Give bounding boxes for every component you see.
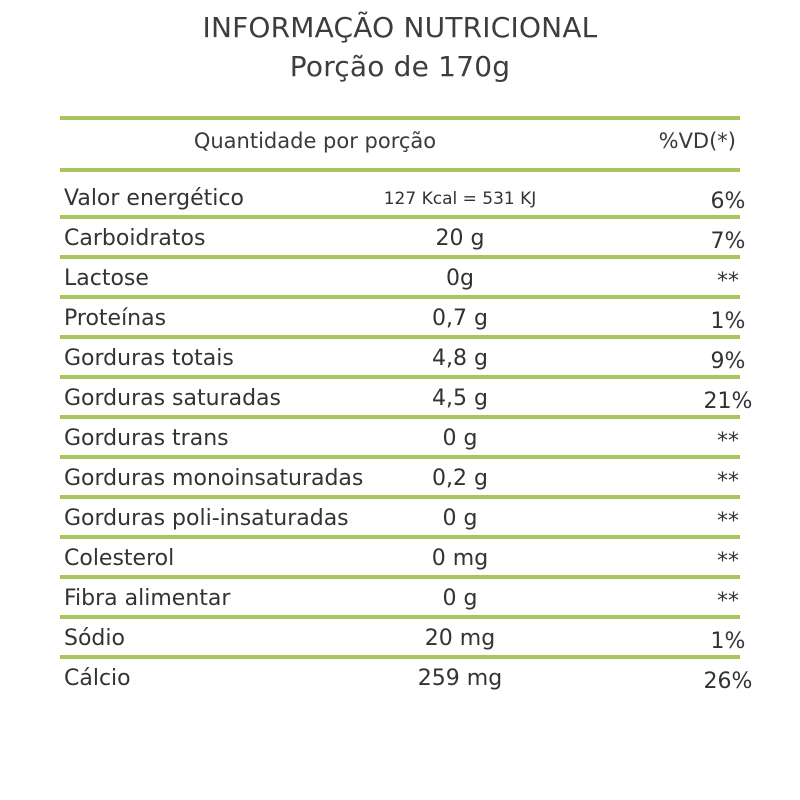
table-row: Cálcio 259 mg 26% (60, 659, 752, 695)
table-row: Colesterol 0 mg ** (60, 539, 740, 575)
nutrient-daily-value: 26% (703, 669, 753, 694)
row-divider (60, 535, 740, 539)
nutrient-amount: 0 mg (431, 546, 489, 571)
nutrient-amount: 20 mg (424, 626, 496, 651)
row-divider (60, 655, 740, 659)
nutrient-amount: 4,8 g (432, 346, 488, 371)
row-divider (60, 615, 740, 619)
nutrient-daily-value: 7% (710, 229, 746, 254)
serving-size: Porção de 170g (289, 50, 511, 83)
row-divider (60, 495, 740, 499)
table-row: Proteínas 0,7 g 1% (60, 299, 745, 335)
table-row: Gorduras saturadas 4,5 g 21% (60, 379, 752, 415)
nutrient-amount: 259 mg (417, 666, 503, 691)
nutrient-name: Cálcio (64, 666, 131, 691)
nutrient-name: Gorduras saturadas (64, 386, 282, 411)
row-divider (60, 295, 740, 299)
nutrient-name: Gorduras totais (64, 346, 234, 371)
table-row: Lactose 0g ** (60, 259, 740, 295)
nutrition-title: INFORMAÇÃO NUTRICIONAL (202, 11, 598, 44)
nutrient-name: Fibra alimentar (64, 586, 231, 611)
nutrient-name: Gorduras monoinsaturadas (64, 466, 364, 491)
nutrient-amount: 20 g (435, 226, 485, 251)
nutrient-name: Valor energético (64, 186, 244, 211)
nutrient-name: Proteínas (64, 306, 167, 331)
header-bottom-rule (60, 168, 740, 172)
nutrient-amount: 0 g (442, 506, 478, 531)
nutrient-amount: 127 Kcal = 531 KJ (383, 189, 537, 209)
table-row: Gorduras totais 4,8 g 9% (60, 339, 745, 375)
nutrient-amount: 0 g (442, 586, 478, 611)
table-row: Carboidratos 20 g 7% (60, 219, 745, 255)
row-divider (60, 575, 740, 579)
nutrient-daily-value: ** (717, 429, 739, 454)
nutrient-daily-value: ** (717, 469, 739, 494)
table-row: Fibra alimentar 0 g ** (60, 579, 740, 615)
table-header: Quantidade por porção %VD(*) (60, 120, 740, 168)
nutrient-daily-value: ** (717, 549, 739, 574)
nutrient-amount: 4,5 g (432, 386, 488, 411)
nutrient-daily-value: 1% (710, 629, 746, 654)
table-row: Gorduras poli-insaturadas 0 g ** (60, 499, 740, 535)
table-top-rule (60, 116, 740, 120)
nutrient-amount: 0,7 g (432, 306, 488, 331)
nutrient-name: Lactose (64, 266, 149, 291)
nutrient-name: Gorduras poli-insaturadas (64, 506, 349, 531)
nutrient-name: Colesterol (64, 546, 175, 571)
nutrient-amount: 0,2 g (432, 466, 488, 491)
row-divider (60, 215, 740, 219)
row-divider (60, 375, 740, 379)
nutrient-daily-value: 1% (710, 309, 746, 334)
nutrient-amount: 0g (446, 266, 474, 291)
nutrient-name: Gorduras trans (64, 426, 229, 451)
row-divider (60, 455, 740, 459)
nutrient-daily-value: 9% (710, 349, 746, 374)
row-divider (60, 335, 740, 339)
nutrient-daily-value: ** (717, 589, 739, 614)
row-divider (60, 415, 740, 419)
table-row: Gorduras monoinsaturadas 0,2 g ** (60, 459, 740, 495)
nutrient-amount: 0 g (442, 426, 478, 451)
table-row: Valor energético 127 Kcal = 531 KJ 6% (60, 179, 745, 215)
nutrient-name: Carboidratos (64, 226, 206, 251)
table-row: Gorduras trans 0 g ** (60, 419, 740, 455)
nutrient-daily-value: 6% (710, 189, 746, 214)
nutrient-daily-value: ** (717, 509, 739, 534)
header-quantity: Quantidade por porção (193, 129, 437, 153)
nutrient-daily-value: ** (717, 269, 739, 294)
nutrient-name: Sódio (64, 626, 125, 651)
header-daily-value: %VD(*) (658, 129, 736, 153)
table-row: Sódio 20 mg 1% (60, 619, 745, 655)
nutrition-table: Quantidade por porção %VD(*) Valor energ… (60, 116, 752, 695)
nutrient-daily-value: 21% (703, 389, 753, 414)
row-divider (60, 255, 740, 259)
